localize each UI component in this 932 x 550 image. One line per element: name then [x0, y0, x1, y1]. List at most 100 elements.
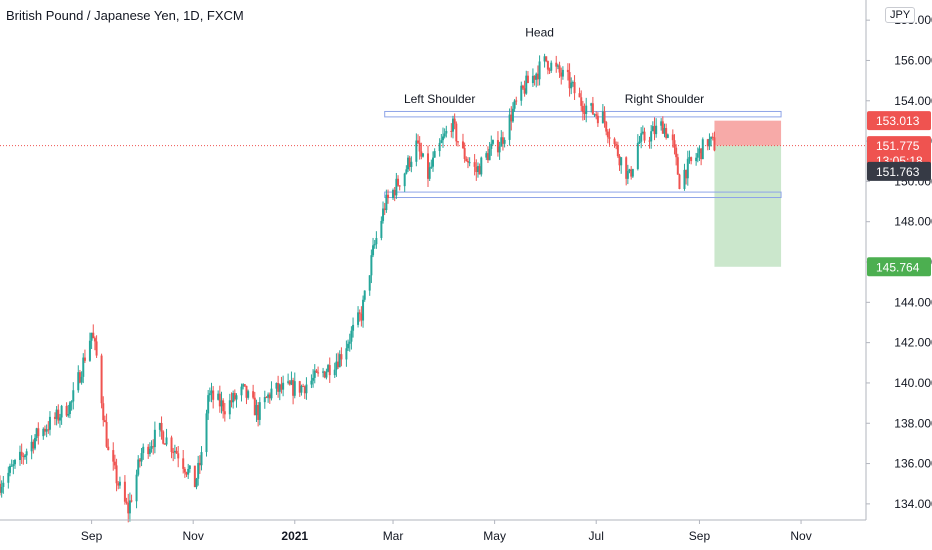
candle[interactable] — [548, 69, 551, 71]
candle[interactable] — [158, 422, 161, 430]
candle[interactable] — [183, 468, 186, 473]
candle[interactable] — [48, 416, 51, 430]
candle[interactable] — [593, 114, 596, 116]
candle[interactable] — [113, 461, 116, 466]
candle[interactable] — [255, 405, 258, 416]
candle[interactable] — [12, 464, 15, 466]
candle[interactable] — [107, 446, 110, 451]
candle[interactable] — [673, 140, 676, 148]
candle[interactable] — [277, 382, 280, 392]
candle[interactable] — [317, 372, 320, 374]
candle[interactable] — [188, 465, 191, 469]
candle[interactable] — [671, 134, 674, 141]
candle[interactable] — [585, 105, 588, 114]
candle[interactable] — [463, 148, 466, 159]
candle[interactable] — [408, 157, 411, 167]
candle[interactable] — [713, 137, 716, 151]
candle[interactable] — [93, 338, 96, 342]
candle[interactable] — [595, 114, 598, 116]
candle[interactable] — [590, 103, 593, 106]
candle[interactable] — [660, 121, 663, 126]
candle[interactable] — [706, 139, 709, 147]
candle[interactable] — [0, 483, 1, 493]
candle[interactable] — [383, 208, 386, 211]
candle[interactable] — [606, 131, 609, 138]
candle[interactable] — [208, 393, 211, 396]
candle[interactable] — [422, 153, 425, 157]
candle[interactable] — [150, 446, 153, 449]
price-tag-target[interactable] — [867, 257, 931, 277]
candle[interactable] — [45, 429, 48, 432]
candle[interactable] — [385, 194, 388, 211]
candle[interactable] — [290, 380, 293, 385]
candle[interactable] — [313, 370, 316, 378]
candle[interactable] — [653, 126, 656, 135]
candle[interactable] — [35, 428, 38, 438]
candle[interactable] — [278, 384, 281, 392]
candle[interactable] — [363, 290, 366, 300]
candle[interactable] — [218, 393, 221, 407]
candle[interactable] — [112, 450, 115, 462]
candle[interactable] — [695, 157, 698, 162]
candle[interactable] — [310, 380, 313, 385]
candle[interactable] — [18, 451, 21, 461]
candle[interactable] — [373, 244, 376, 246]
candle[interactable] — [292, 380, 295, 396]
candle[interactable] — [100, 355, 103, 404]
candle[interactable] — [397, 178, 400, 186]
candle[interactable] — [348, 341, 351, 344]
candle[interactable] — [628, 169, 631, 172]
candle[interactable] — [160, 422, 163, 432]
candle[interactable] — [312, 377, 315, 381]
candle[interactable] — [7, 472, 10, 483]
candle[interactable] — [357, 312, 360, 325]
candle[interactable] — [8, 465, 11, 473]
candle[interactable] — [68, 402, 71, 414]
candle[interactable] — [140, 453, 143, 462]
candle[interactable] — [175, 450, 178, 454]
candle[interactable] — [0, 486, 3, 493]
candle[interactable] — [453, 118, 456, 124]
candle[interactable] — [13, 460, 16, 465]
candle[interactable] — [465, 158, 468, 162]
candle[interactable] — [137, 459, 140, 475]
candle[interactable] — [67, 413, 70, 416]
candle[interactable] — [25, 451, 28, 456]
candle[interactable] — [257, 405, 260, 420]
price-tag-bid[interactable] — [867, 161, 931, 181]
candle[interactable] — [643, 131, 646, 141]
candle[interactable] — [288, 381, 291, 385]
candle[interactable] — [398, 185, 401, 187]
candle[interactable] — [636, 142, 639, 170]
candle[interactable] — [661, 121, 664, 134]
candle[interactable] — [405, 169, 408, 174]
neckline-box-2[interactable] — [384, 191, 782, 199]
candle[interactable] — [345, 348, 348, 360]
candle[interactable] — [83, 357, 86, 361]
candle[interactable] — [228, 400, 231, 415]
candle[interactable] — [392, 190, 395, 199]
candle[interactable] — [496, 140, 499, 153]
candle[interactable] — [368, 275, 371, 291]
candle[interactable] — [243, 384, 246, 386]
candle[interactable] — [127, 502, 130, 514]
candle[interactable] — [347, 343, 350, 349]
candle[interactable] — [536, 73, 539, 80]
candle[interactable] — [631, 169, 634, 177]
candle[interactable] — [198, 462, 201, 466]
candle[interactable] — [476, 166, 479, 172]
candle[interactable] — [138, 459, 141, 462]
candle[interactable] — [328, 365, 331, 376]
candle[interactable] — [480, 157, 483, 175]
candle[interactable] — [571, 82, 574, 84]
candle[interactable] — [90, 332, 93, 341]
candle[interactable] — [523, 88, 526, 94]
candle[interactable] — [305, 384, 308, 394]
candle[interactable] — [433, 151, 436, 158]
candle[interactable] — [165, 437, 168, 445]
candle[interactable] — [30, 441, 33, 452]
candle[interactable] — [546, 61, 549, 70]
candle[interactable] — [53, 416, 56, 419]
candle[interactable] — [22, 455, 25, 458]
candle[interactable] — [566, 69, 569, 73]
